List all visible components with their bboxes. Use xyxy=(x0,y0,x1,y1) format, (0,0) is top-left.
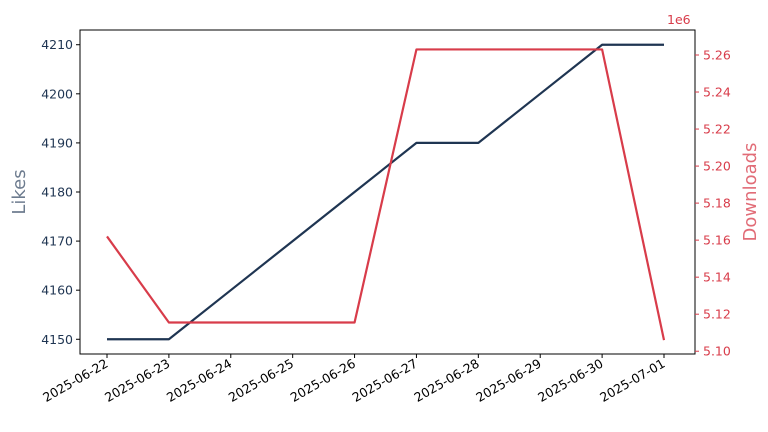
right-tick-label: 5.22 xyxy=(703,122,731,137)
x-tick-label: 2025-06-28 xyxy=(411,356,481,405)
left-tick-label: 4180 xyxy=(41,185,73,200)
right-tick-label: 5.18 xyxy=(703,196,731,211)
x-tick-label: 2025-06-29 xyxy=(473,356,543,405)
right-tick-label: 5.24 xyxy=(703,85,731,100)
x-tick-label: 2025-06-22 xyxy=(40,356,110,405)
right-tick-label: 5.10 xyxy=(703,344,731,359)
x-axis-ticks: 2025-06-222025-06-232025-06-242025-06-25… xyxy=(40,354,668,405)
series-line-downloads xyxy=(106,48,666,341)
left-tick-label: 4170 xyxy=(41,234,73,249)
series-line-likes xyxy=(107,43,664,341)
x-tick-label: 2025-06-24 xyxy=(164,356,234,405)
right-axis-multiplier: 1e6 xyxy=(667,12,691,27)
x-tick-label: 2025-06-26 xyxy=(288,356,358,405)
right-tick-label: 5.26 xyxy=(703,47,731,62)
x-tick-label: 2025-06-23 xyxy=(102,356,172,405)
right-y-axis-ticks: 5.10 5.12 5.14 5.16 5.18 5.20 5.22 5.24 5.26 xyxy=(695,47,731,359)
right-tick-label: 5.20 xyxy=(703,159,731,174)
left-tick-label: 4150 xyxy=(41,332,73,347)
series-layer xyxy=(106,43,666,341)
left-tick-label: 4190 xyxy=(41,135,73,150)
right-tick-label: 5.16 xyxy=(703,233,731,248)
left-tick-label: 4160 xyxy=(41,283,73,298)
left-y-axis-ticks: 4150 4160 4170 4180 4190 4200 4210 xyxy=(41,37,80,347)
left-tick-label: 4210 xyxy=(41,37,73,52)
x-tick-label: 2025-06-25 xyxy=(226,356,296,405)
plot-area-frame xyxy=(79,29,696,355)
right-tick-label: 5.14 xyxy=(703,270,731,285)
left-axis-title: Likes xyxy=(9,169,30,214)
x-tick-label: 2025-06-30 xyxy=(535,356,605,405)
right-tick-label: 5.12 xyxy=(703,307,731,322)
x-tick-label: 2025-06-27 xyxy=(350,356,420,405)
x-tick-label: 2025-07-01 xyxy=(597,356,667,405)
right-axis-title: Downloads xyxy=(740,143,761,242)
left-tick-label: 4200 xyxy=(41,86,73,101)
